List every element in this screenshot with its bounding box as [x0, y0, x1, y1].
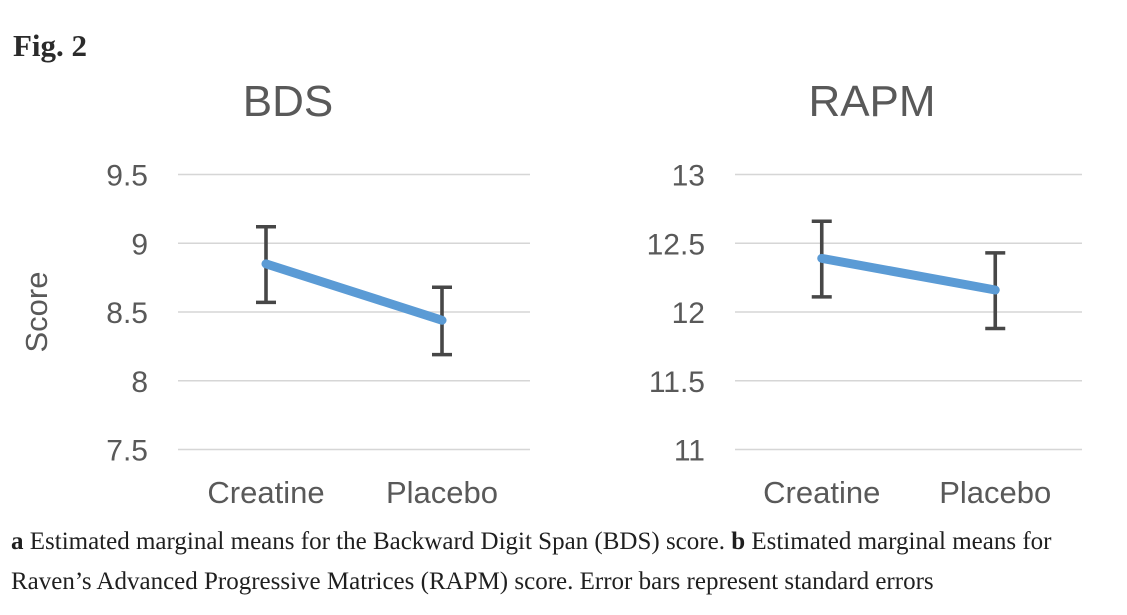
charts-canvas: 9.5 9 8.5 8 7.5 BDS Creatine Placebo Score 13 12.5… — [19, 77, 1082, 510]
x-category-label: Creatine — [207, 475, 324, 510]
y-tick-label: 13 — [672, 160, 705, 193]
y-axis-title: Score — [19, 272, 54, 353]
x-category-label: Creatine — [763, 475, 880, 510]
x-category-label: Placebo — [939, 475, 1051, 510]
caption-segment: a — [11, 528, 24, 555]
y-tick-label: 11 — [674, 435, 705, 468]
y-tick-label: 8 — [131, 366, 148, 399]
chart-title: BDS — [243, 77, 333, 126]
x-category-label: Placebo — [386, 475, 498, 510]
chart-title: RAPM — [808, 77, 935, 126]
y-tick-label: 11.5 — [649, 366, 705, 399]
caption-segment: Estimated marginal means for the Backwar… — [23, 528, 732, 555]
data-line — [261, 259, 447, 325]
y-tick-label: 12 — [672, 297, 705, 330]
caption-segment: b — [731, 528, 746, 555]
figure-caption: a Estimated marginal means for the Backw… — [11, 522, 1121, 602]
y-tick-label: 8.5 — [106, 297, 148, 330]
data-line — [817, 253, 1000, 295]
y-tick-label: 12.5 — [647, 228, 705, 261]
caption-segment: Estimated marginal means for Raven’s Adv… — [11, 528, 1052, 595]
y-tick-label: 9.5 — [106, 160, 148, 193]
y-tick-label: 7.5 — [106, 435, 148, 468]
y-tick-label: 9 — [131, 228, 148, 261]
figure-label: Fig. 2 — [13, 28, 88, 63]
